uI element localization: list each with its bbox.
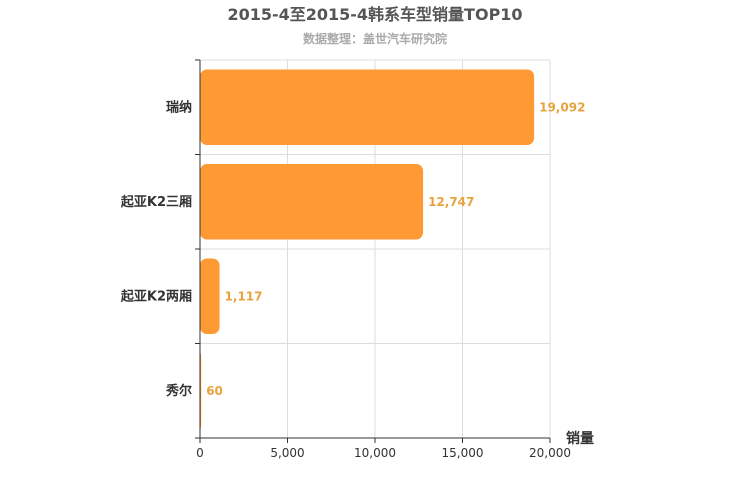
- x-axis-title: 销量: [566, 430, 594, 447]
- x-tick-label: 15,000: [442, 446, 484, 460]
- x-tick-label: 0: [196, 446, 204, 460]
- bar: [200, 258, 220, 335]
- x-tick-label: 10,000: [354, 446, 396, 460]
- x-tick-label: 5,000: [270, 446, 304, 460]
- bars-group: 19,092 12,747 1,117 60: [200, 69, 585, 429]
- chart-title: 2015-4至2015-4韩系车型销量TOP10: [227, 5, 522, 24]
- x-tick-label: 20,000: [529, 446, 571, 460]
- chart-subtitle: 数据整理：盖世汽车研究院: [303, 31, 447, 46]
- y-tick-label: 起亚K2三厢: [120, 194, 192, 210]
- data-label: 60: [206, 384, 223, 398]
- data-label: 12,747: [428, 195, 474, 209]
- y-tick-label: 瑞纳: [166, 99, 192, 115]
- bar: [200, 163, 424, 240]
- data-label: 19,092: [539, 100, 585, 114]
- data-label: 1,117: [225, 289, 263, 303]
- bar: [200, 69, 535, 146]
- y-tick-label: 起亚K2两厢: [120, 288, 192, 304]
- y-tick-label: 秀尔: [165, 383, 192, 399]
